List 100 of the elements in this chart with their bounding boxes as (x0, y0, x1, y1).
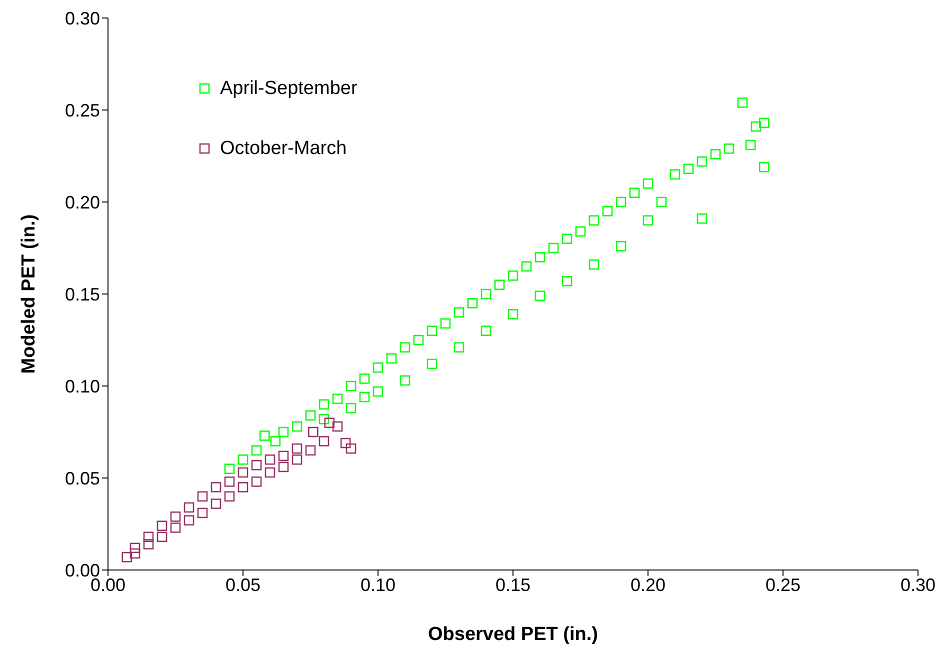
point (670, 169, 680, 180)
point (710, 149, 721, 160)
point (197, 491, 208, 502)
point (264, 454, 276, 465)
point (454, 342, 464, 353)
point (324, 418, 335, 428)
x-tick-label: 0.30 (900, 574, 936, 595)
point (642, 178, 654, 189)
point (454, 307, 464, 318)
x-tick-label: 0.25 (765, 574, 801, 595)
point (758, 162, 770, 172)
point (696, 213, 708, 224)
x-tick-label: 0.15 (495, 574, 531, 595)
x-tick-label: 0.10 (360, 574, 396, 595)
y-tick-label: 0.25 (64, 100, 100, 120)
point (332, 421, 343, 432)
point (224, 464, 235, 474)
x-axis-title: Observed PET (in.) (428, 624, 598, 645)
point (210, 482, 222, 492)
point (562, 276, 572, 286)
point (359, 392, 370, 402)
point (467, 298, 478, 308)
point (318, 399, 330, 410)
point (305, 445, 316, 456)
point (318, 414, 330, 424)
point (318, 436, 330, 446)
point (197, 508, 208, 518)
y-tick-label: 0.30 (64, 8, 100, 28)
point (259, 430, 270, 441)
point (156, 520, 168, 531)
point (170, 522, 181, 533)
point (400, 342, 410, 353)
point (508, 270, 518, 281)
point (750, 121, 762, 132)
point (143, 532, 154, 542)
point (332, 394, 343, 404)
point (562, 234, 572, 244)
point (170, 511, 181, 522)
point (184, 502, 194, 513)
y-axis-title: Modeled PET (in.) (18, 214, 40, 374)
point (656, 196, 667, 208)
point (143, 539, 154, 550)
point (413, 334, 424, 346)
point (224, 476, 235, 487)
point (346, 402, 356, 414)
point (683, 164, 694, 174)
point (440, 318, 451, 329)
point (548, 242, 559, 254)
point (130, 542, 140, 554)
point (534, 252, 546, 262)
point (534, 290, 546, 301)
point (480, 326, 492, 336)
x-tick-label: 0.20 (630, 574, 666, 595)
point (270, 436, 281, 446)
point (264, 467, 276, 478)
point (251, 476, 262, 487)
point (400, 375, 410, 386)
point (359, 373, 370, 384)
point (278, 426, 289, 438)
point (238, 454, 248, 465)
legend-label: October-March (220, 138, 347, 160)
point (292, 454, 302, 465)
point (210, 498, 222, 509)
point (386, 353, 397, 364)
point (745, 140, 756, 150)
point (251, 460, 262, 470)
point (305, 410, 316, 421)
point (521, 261, 532, 272)
legend-label: April-September (220, 78, 358, 100)
point (575, 226, 586, 237)
y-tick-label: 0.10 (64, 376, 100, 396)
point (278, 450, 289, 462)
point (494, 280, 505, 290)
point (588, 259, 600, 270)
point (130, 548, 140, 559)
point (346, 380, 356, 392)
point (426, 358, 438, 370)
point (724, 143, 734, 154)
point (122, 552, 132, 562)
point (737, 97, 748, 108)
point (629, 188, 640, 198)
point (156, 532, 168, 542)
point (758, 118, 770, 128)
point (588, 215, 600, 226)
point (508, 309, 518, 320)
point (346, 443, 356, 454)
point (238, 467, 248, 478)
point (251, 445, 262, 456)
point (696, 156, 708, 167)
point (372, 362, 384, 373)
point (372, 386, 384, 397)
point (616, 196, 626, 208)
point (224, 491, 235, 502)
point (480, 288, 492, 300)
point (278, 462, 289, 472)
point (238, 482, 248, 492)
point (292, 421, 302, 432)
point (616, 241, 626, 252)
x-tick-label: 0.05 (225, 574, 261, 595)
y-tick-label: 0.05 (64, 468, 100, 488)
